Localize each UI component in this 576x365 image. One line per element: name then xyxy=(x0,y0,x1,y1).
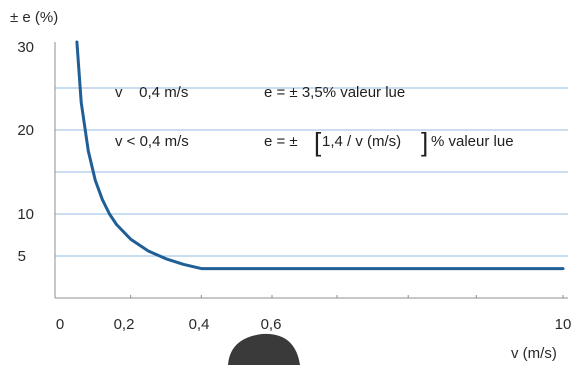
annotation-bracket-open: [ xyxy=(314,127,322,157)
x-tick-label: 0,4 xyxy=(189,316,210,333)
y-axis-title: ± e (%) xyxy=(10,9,58,26)
y-tick-label: 10 xyxy=(17,206,34,223)
x-axis-title: v (m/s) xyxy=(511,345,557,362)
error-curve xyxy=(75,40,565,271)
annotation-v-lt-error-prefix: e = ± xyxy=(264,133,298,150)
annotation-v-ge-label: v 0,4 m/s xyxy=(115,84,188,101)
y-tick-label: 20 xyxy=(17,122,34,139)
annotation-v-ge-error: e = ± 3,5% valeur lue xyxy=(264,84,405,101)
annotation-formula: 1,4 / v (m/s) xyxy=(322,133,401,150)
annotation-v-lt-label: v < 0,4 m/s xyxy=(115,133,189,150)
x-tick-label: 10 xyxy=(555,316,572,333)
x-tick-label: 0 xyxy=(56,316,64,333)
sensor-device-image xyxy=(228,333,300,365)
x-tick-label: 0,2 xyxy=(114,316,135,333)
x-tick-label: 0,6 xyxy=(261,316,282,333)
annotation-v-lt-error-suffix: % valeur lue xyxy=(431,133,514,150)
grid-lines xyxy=(55,87,568,257)
y-tick-label: 5 xyxy=(18,248,26,265)
y-tick-label: 30 xyxy=(17,39,34,56)
annotation-bracket-close: ] xyxy=(421,127,428,157)
